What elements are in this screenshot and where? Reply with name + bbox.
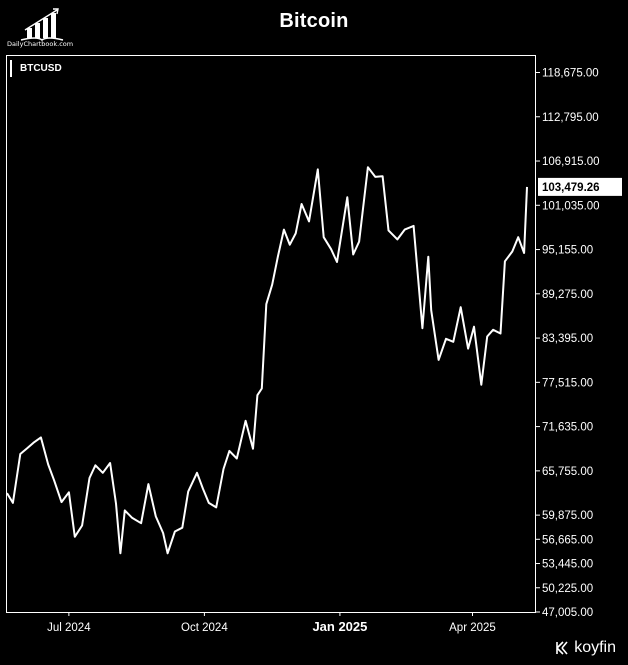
y-tick-label: 106,915.00 [542,156,600,168]
x-tick-label: Apr 2025 [449,622,496,634]
x-tick-label: Jan 2025 [312,619,367,634]
y-tick-label: 53,445.00 [542,559,593,571]
series-line-btcusd [6,166,528,555]
y-tick-label: 47,005.00 [542,607,593,619]
last-value-label: 103,479.26 [542,182,600,194]
last-value-box [538,177,622,196]
y-tick-label: 65,755.00 [542,466,593,478]
brand-name: koyfin [574,639,616,656]
y-tick-label: 56,665.00 [542,534,593,546]
x-tick-label: Jul 2024 [47,622,91,634]
y-tick-label: 95,155.00 [542,245,593,257]
x-tick-label: Oct 2024 [181,622,228,634]
koyfin-logo: koyfin [554,639,616,657]
y-tick-label: 118,675.00 [542,68,599,80]
y-tick-label: 89,275.00 [542,289,593,301]
legend-series-name[interactable]: BTCUSD [10,60,68,77]
y-tick-label: 101,035.00 [542,200,600,212]
chart-title: Bitcoin [279,10,349,32]
koyfin-mark-icon [556,641,568,655]
y-tick-label: 77,515.00 [542,377,593,389]
y-tick-label: 71,635.00 [542,422,593,434]
dailychartbook-logo-icon [20,8,64,41]
plot-area [6,55,536,613]
y-tick-label: 83,395.00 [542,333,593,345]
y-tick-label: 112,795.00 [542,112,599,124]
source-logo-text: DailyChartbook.com [7,40,74,48]
y-tick-label: 59,875.00 [542,510,593,522]
y-tick-label: 50,225.00 [542,583,593,595]
